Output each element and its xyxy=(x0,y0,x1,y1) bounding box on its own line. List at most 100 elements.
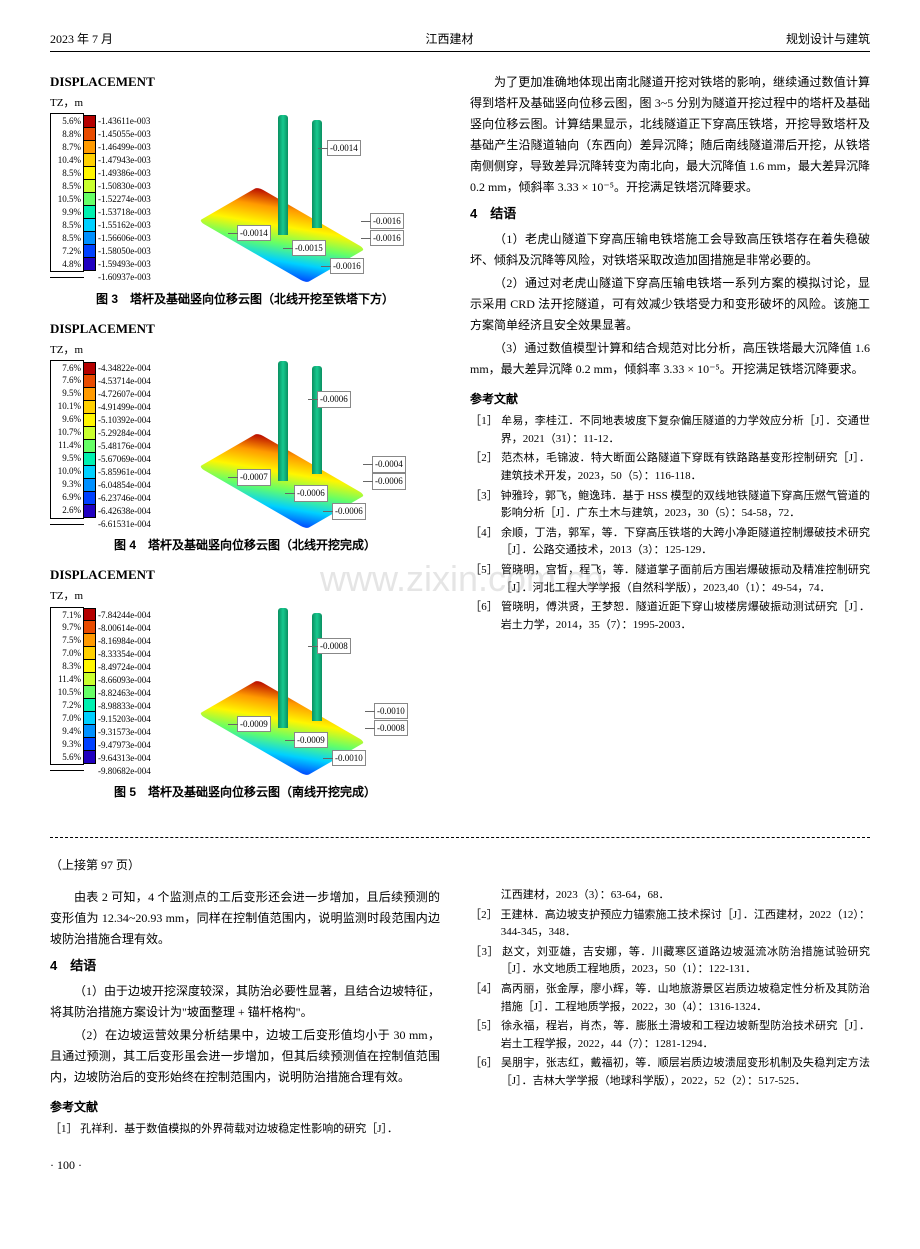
value-annotation: -0.0016 xyxy=(370,230,404,246)
value-annotation: -0.0014 xyxy=(237,225,271,241)
legend-pct: 2.6% xyxy=(50,503,84,518)
legend-swatch xyxy=(84,712,96,725)
legend-swatch xyxy=(84,219,96,232)
legend-pct: 4.8% xyxy=(50,257,84,272)
sec4-p1: （1）老虎山隧道下穿高压输电铁塔施工会导致高压铁塔存在着失稳破坏、倾斜及沉降等风… xyxy=(470,229,870,271)
section-divider xyxy=(50,837,870,838)
value-annotation: -0.0014 xyxy=(327,140,361,156)
legend-pct: 5.6% xyxy=(50,750,84,765)
legend-swatch xyxy=(84,232,96,245)
tower-pillar xyxy=(312,120,322,228)
legend-swatch xyxy=(84,193,96,206)
iso-plot: -0.0008-0.0009-0.0009-0.0010-0.0008-0.00… xyxy=(182,608,412,778)
value-annotation: -0.0010 xyxy=(374,703,408,719)
legend-swatch xyxy=(84,167,96,180)
legend-pct xyxy=(50,524,84,525)
header-right: 规划设计与建筑 xyxy=(786,30,870,49)
right-column: 为了更加准确地体现出南北隧道开挖对铁塔的影响，继续通过数值计算得到塔杆及基础竖向… xyxy=(470,72,870,812)
page-header: 2023 年 7 月 江西建材 规划设计与建筑 xyxy=(50,30,870,52)
page-number: · 100 · xyxy=(50,1156,870,1175)
intro-para: 为了更加准确地体现出南北隧道开挖对铁塔的影响，继续通过数值计算得到塔杆及基础竖向… xyxy=(470,72,870,198)
legend-swatch xyxy=(84,271,96,284)
legend-pct xyxy=(50,770,84,771)
tower-pillar xyxy=(312,613,322,721)
legend-swatch xyxy=(84,401,96,414)
value-annotation: -0.0016 xyxy=(370,213,404,229)
legend-swatch xyxy=(84,258,96,271)
reference-item: ［3］ 赵文，刘亚雄，吉安娜，等．川藏寒区道路边坡涎流冰防治措施试验研究［J］．… xyxy=(470,944,870,979)
figure-block: DISPLACEMENT TZ，m 7.6%-4.34822e-0047.6%-4.… xyxy=(50,319,440,556)
bottom-columns: 由表 2 可知，4 个监测点的工后变形还会进一步增加，且后续预测的变形值为 12… xyxy=(50,887,870,1141)
bl-s4-p1: （1）由于边坡开挖深度较深，其防治必要性显著，且结合边坡特征，将其防治措施方案设… xyxy=(50,981,440,1023)
reference-item: ［6］ 吴朋宇，张志红，戴福初，等．顺层岩质边坡溃屈变形机制及失稳判定方法［J］… xyxy=(470,1055,870,1090)
legend-swatch xyxy=(84,245,96,258)
figure-row: 7.6%-4.34822e-0047.6%-4.53714e-0049.5%-4… xyxy=(50,361,440,531)
reference-item: ［5］ 徐永福，程岩，肖杰，等．膨胀土滑坡和工程边坡新型防治技术研究［J］．岩土… xyxy=(470,1018,870,1053)
value-annotation: -0.0006 xyxy=(372,473,406,489)
figure-row: 7.1%-7.84244e-0049.7%-8.00614e-0047.5%-8… xyxy=(50,608,440,778)
bottom-sec4-head: 4 结语 xyxy=(50,956,440,977)
reference-item: ［1］ 孔祥利．基于数值模拟的外界荷载对边坡稳定性影响的研究［J］． xyxy=(50,1121,440,1139)
legend-swatch xyxy=(84,479,96,492)
legend-swatch xyxy=(84,751,96,764)
legend-swatch xyxy=(84,660,96,673)
displacement-label: DISPLACEMENT xyxy=(50,72,440,93)
legend-swatch xyxy=(84,764,96,777)
header-left: 2023 年 7 月 xyxy=(50,30,113,49)
reference-item: ［4］ 高丙丽，张金厚，廖小辉，等．山地旅游景区岩质边坡稳定性分析及其防治措施［… xyxy=(470,981,870,1016)
displacement-label: DISPLACEMENT xyxy=(50,319,440,340)
legend-swatch xyxy=(84,141,96,154)
iso-plot: -0.0006-0.0007-0.0006-0.0004-0.0006-0.00… xyxy=(182,361,412,531)
legend-swatch xyxy=(84,673,96,686)
header-center: 江西建材 xyxy=(425,30,473,49)
figure-block: DISPLACEMENTTZ，m7.1%-7.84244e-0049.7%-8.… xyxy=(50,565,440,802)
value-annotation: -0.0010 xyxy=(332,750,366,766)
legend-value: -9.80682e-004 xyxy=(96,764,174,778)
legend-swatch xyxy=(84,466,96,479)
legend-swatch xyxy=(84,180,96,193)
page: 2023 年 7 月 江西建材 规划设计与建筑 DISPLACEMENTTZ，m… xyxy=(50,30,870,1175)
reference-item: ［2］ 范杰林，毛锦波．特大断面公路隧道下穿既有铁路路基变形控制研究［J］．建筑… xyxy=(470,450,870,485)
legend-swatch xyxy=(84,414,96,427)
legend-row: -1.60937e-003 xyxy=(50,271,174,284)
legend-swatch xyxy=(84,154,96,167)
tower-pillar xyxy=(278,361,288,481)
legend-value: -6.61531e-004 xyxy=(96,517,174,531)
top-columns: DISPLACEMENT TZ，m 5.6%-1.43611e-0038.8%-1.… xyxy=(50,72,870,812)
legend-pct xyxy=(50,277,84,278)
tz-label: TZ，m xyxy=(50,588,440,606)
tz-label: TZ，m xyxy=(50,95,440,113)
reference-item: 江西建材，2023（3）：63-64，68． xyxy=(470,887,870,905)
legend-swatch xyxy=(84,206,96,219)
reference-item: ［4］ 余顺，丁浩，郭军，等．下穿高压铁塔的大跨小净距隧道控制爆破技术研究［J］… xyxy=(470,525,870,560)
legend-swatch xyxy=(84,634,96,647)
legend-swatch xyxy=(84,518,96,531)
tz-label: TZ，m xyxy=(50,342,440,360)
legend-swatch xyxy=(84,608,96,621)
bl-para1: 由表 2 可知，4 个监测点的工后变形还会进一步增加，且后续预测的变形值为 12… xyxy=(50,887,440,950)
reference-item: ［3］ 钟雅玲，郭飞，鲍逸玮．基于 HSS 模型的双线地铁隧道下穿高压燃气管道的… xyxy=(470,488,870,523)
refs-top: ［1］ 牟易，李桂江．不同地表坡度下复杂偏压隧道的力学效应分析［J］．交通世界，… xyxy=(470,413,870,634)
legend-row: -6.61531e-004 xyxy=(50,518,174,531)
sec4-p3: （3）通过数值模型计算和结合规范对比分析，高压铁塔最大沉降值 1.6 mm，最大… xyxy=(470,338,870,380)
legend-swatch xyxy=(84,440,96,453)
reference-item: ［1］ 牟易，李桂江．不同地表坡度下复杂偏压隧道的力学效应分析［J］．交通世界，… xyxy=(470,413,870,448)
reference-item: ［5］ 管晓明，宫晳，程飞，等．隧道掌子面前后方围岩爆破振动及精准控制研究［J］… xyxy=(470,562,870,597)
legend-swatch xyxy=(84,115,96,128)
value-annotation: -0.0015 xyxy=(292,240,326,256)
legend-swatch xyxy=(84,505,96,518)
value-annotation: -0.0006 xyxy=(294,485,328,501)
value-annotation: -0.0016 xyxy=(330,258,364,274)
bottom-left-col: 由表 2 可知，4 个监测点的工后变形还会进一步增加，且后续预测的变形值为 12… xyxy=(50,887,440,1141)
color-legend: 7.6%-4.34822e-0047.6%-4.53714e-0049.5%-4… xyxy=(50,362,174,531)
legend-row: 5.6%-9.64313e-004 xyxy=(50,751,174,764)
iso-plot: -0.0014-0.0014-0.0015-0.0016-0.0016-0.00… xyxy=(182,115,412,285)
legend-swatch xyxy=(84,686,96,699)
figure-caption: 图 3 塔杆及基础竖向位移云图（北线开挖至铁塔下方） xyxy=(50,290,440,309)
legend-swatch xyxy=(84,375,96,388)
legend-swatch xyxy=(84,388,96,401)
refs-head-bottom: 参考文献 xyxy=(50,1098,440,1117)
bl-s4-p2: （2）在边坡运营效果分析结果中，边坡工后变形值均小于 30 mm，且通过预测，其… xyxy=(50,1025,440,1088)
figure-row: 5.6%-1.43611e-0038.8%-1.45055e-0038.7%-1… xyxy=(50,115,440,285)
value-annotation: -0.0009 xyxy=(294,732,328,748)
